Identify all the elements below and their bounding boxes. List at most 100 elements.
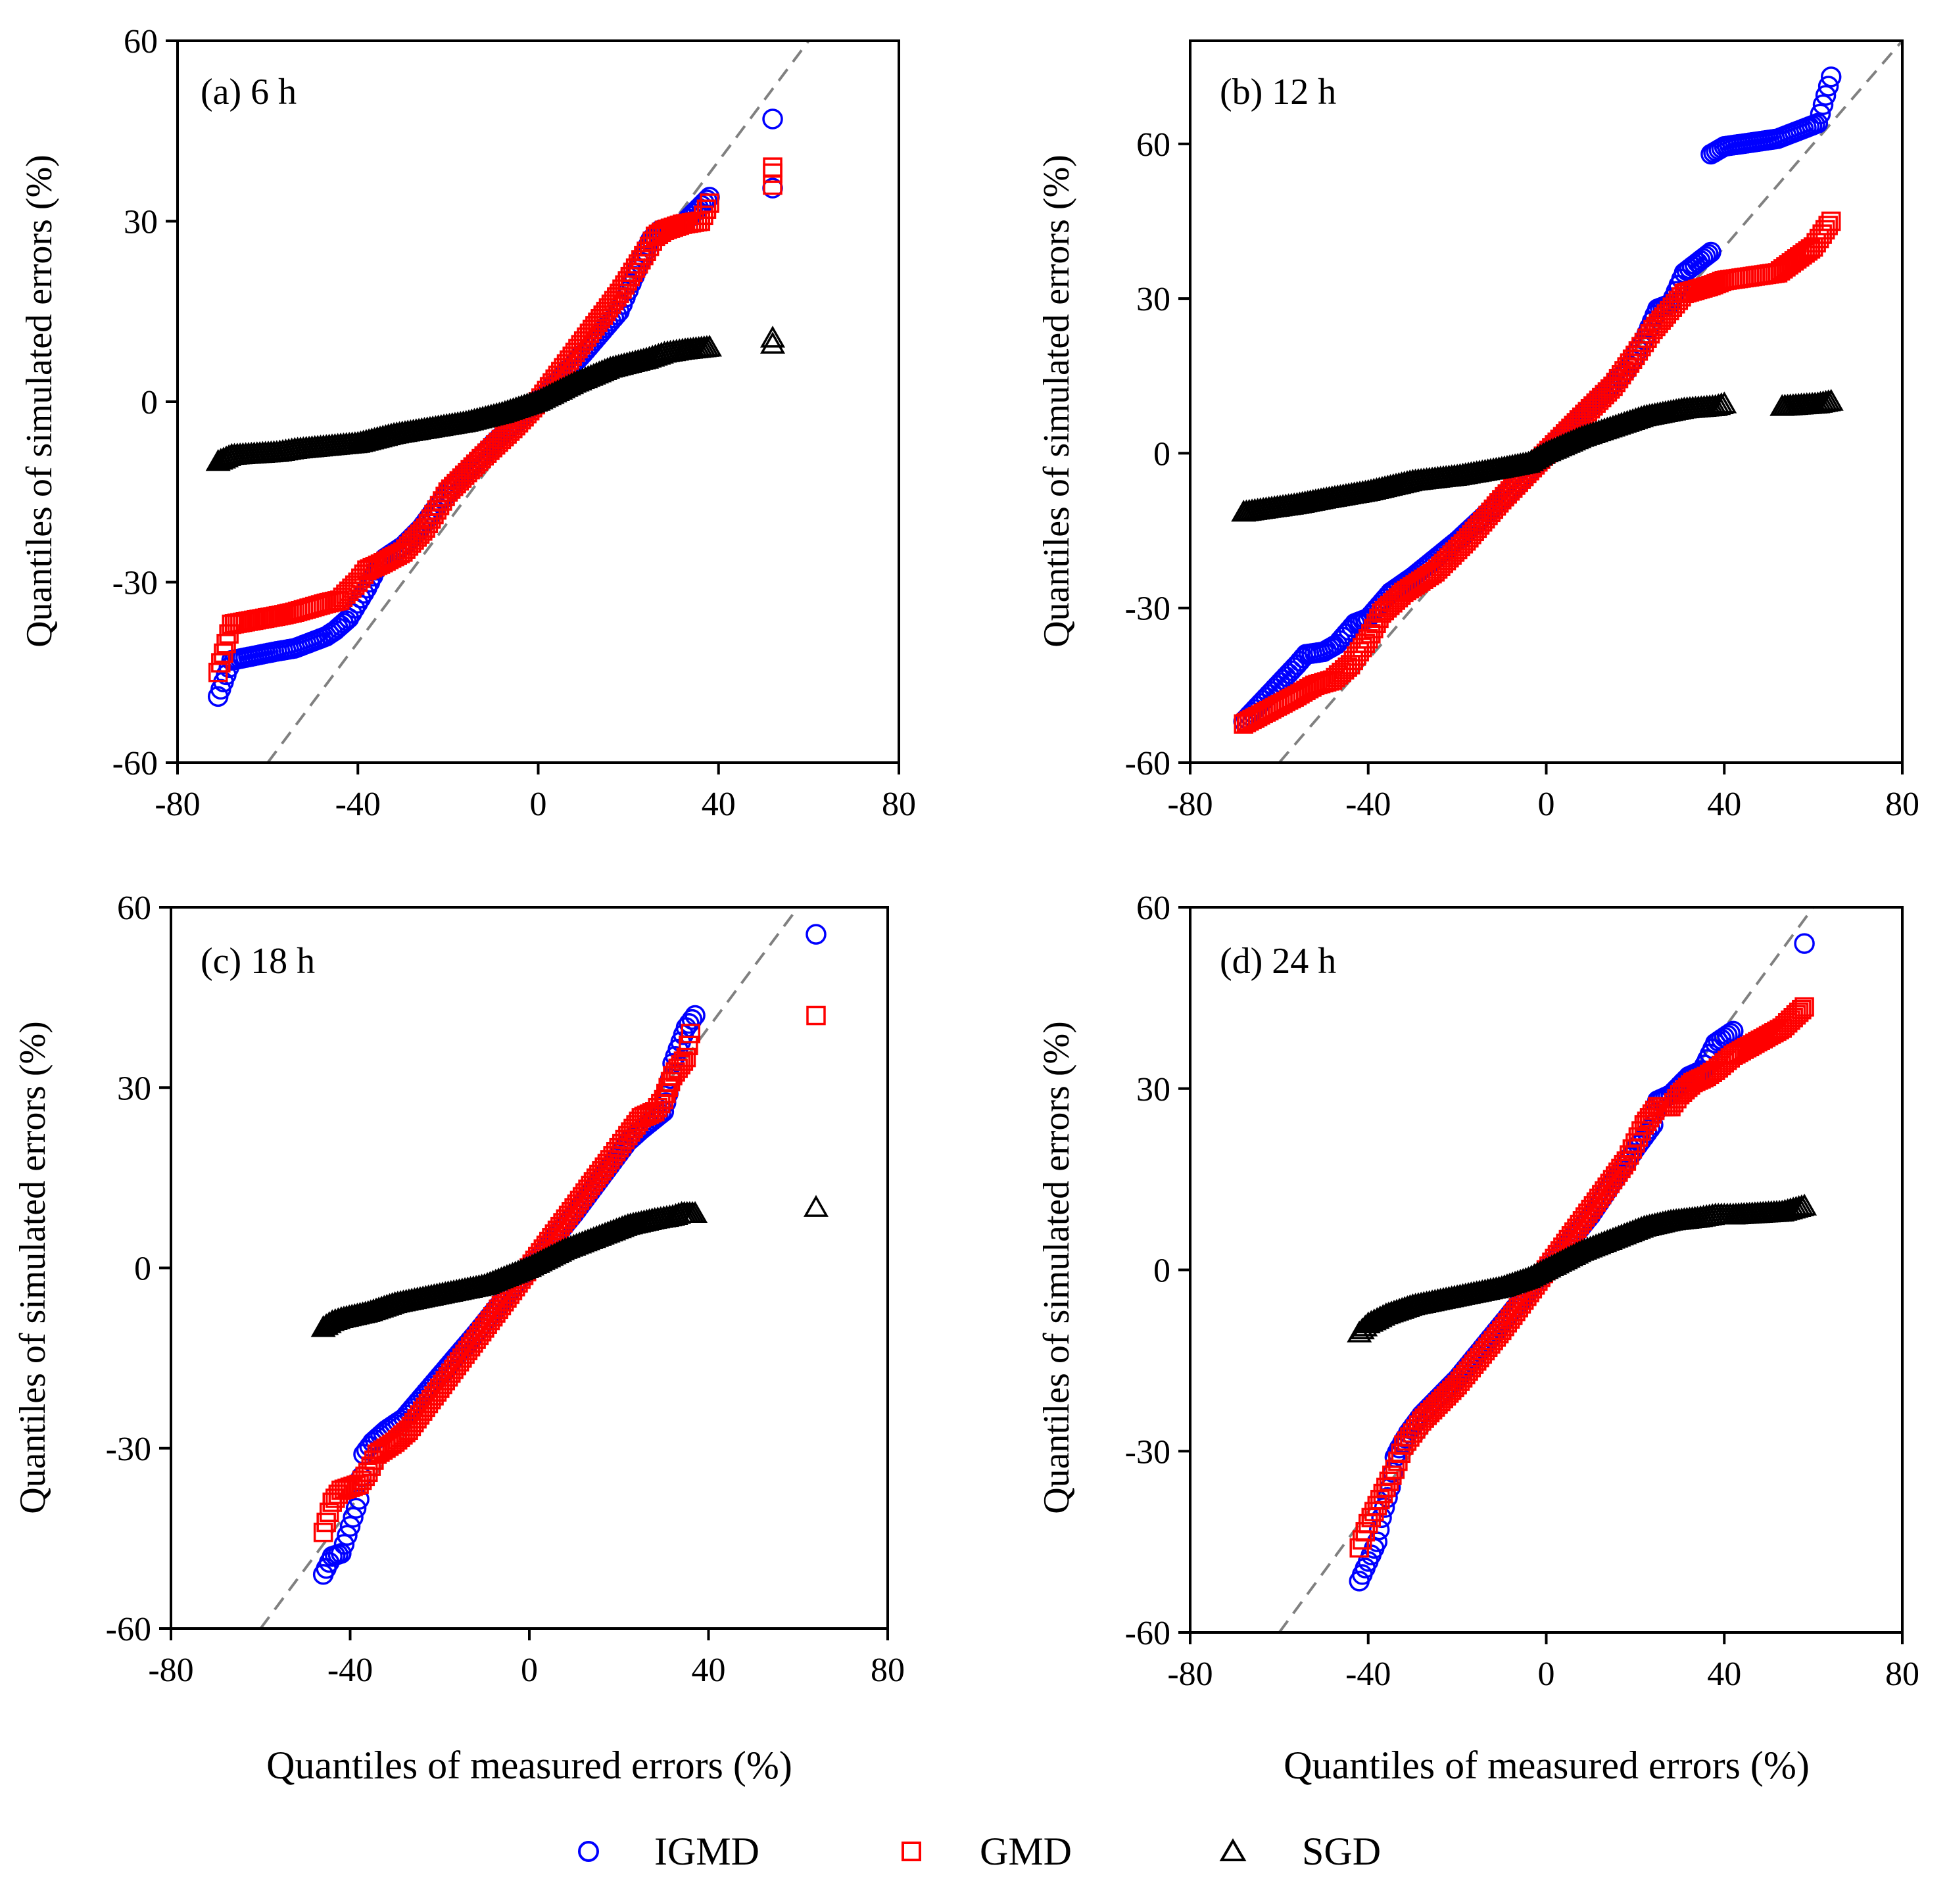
x-tick-label-b: 80 [1885,786,1919,823]
point-igmd-d [1720,1022,1741,1044]
y-tick-label-d: 60 [1136,890,1170,927]
panel-a-ylabel: Quantiles of simulated errors (%) [19,155,60,648]
point-sgd-c [683,1201,708,1223]
point-gmd-b [1818,216,1838,235]
y-tick-label-c: 60 [117,890,151,927]
x-tick-label-d: 40 [1707,1655,1741,1693]
y-tick-label-b: -60 [1125,745,1170,782]
x-tick-label-d: -40 [1345,1655,1391,1693]
point-igmd-c [331,1542,352,1564]
point-igmd-b [1700,241,1721,263]
x-tick-label-d: -80 [1167,1655,1213,1693]
y-tick-label-c: -60 [106,1611,151,1648]
legend-marker-sgd [1219,1838,1247,1861]
legend-marker-gmd [902,1842,921,1861]
panel-b-title: (b) 12 h [1220,72,1336,112]
x-tick-label-b: -40 [1345,786,1391,823]
legend-label-gmd: GMD [980,1830,1072,1873]
point-sgd-c [803,1195,829,1217]
panel-d-title: (d) 24 h [1220,941,1336,982]
point-igmd-c [681,1009,703,1030]
point-sgd-d [1792,1193,1817,1216]
x-tick-label-a: 40 [702,786,736,823]
point-gmd-a [696,199,717,219]
point-gmd-a [694,205,713,226]
legend-label-igmd: IGMD [654,1830,759,1873]
panel-d: (d) 24 h Quantiles of simulated errors (… [1036,890,1919,1787]
point-igmd-d [1723,1020,1744,1042]
point-igmd-c [337,1525,358,1546]
y-tick-label-a: 0 [141,384,158,421]
legend-item-igmd: IGMD [578,1830,759,1873]
x-tick-label-c: -80 [148,1652,193,1689]
y-tick-label-a: -60 [112,745,158,782]
point-gmd-c [671,1055,691,1075]
point-igmd-b [1815,85,1837,106]
point-gmd-a [763,157,782,177]
point-gmd-a [700,193,719,213]
y-tick-label-b: -30 [1125,590,1170,628]
x-tick-label-b: 0 [1538,786,1555,823]
panel-a-title: (a) 6 h [201,72,297,112]
x-tick-label-a: -40 [335,786,381,823]
point-gmd-c [676,1047,696,1068]
point-igmd-c [339,1515,361,1537]
x-tick-label-c: 40 [692,1652,726,1689]
panel-b: (b) 12 h Quantiles of simulated errors (… [1036,39,1919,823]
y-tick-label-d: 30 [1136,1071,1170,1108]
point-gmd-b [1821,211,1841,231]
panel-c-xlabel: Quantiles of measured errors (%) [266,1744,792,1787]
x-tick-label-c: 80 [871,1652,905,1689]
point-igmd-b [1698,243,1719,265]
point-gmd-c [313,1522,333,1542]
x-tick-label-c: -40 [327,1652,373,1689]
point-igmd-d [1794,933,1815,954]
legend-label-sgd: SGD [1302,1830,1381,1873]
panel-b-ylabel: Quantiles of simulated errors (%) [1036,155,1077,648]
panel-c-title: (c) 18 h [201,941,315,982]
panel-c: (c) 18 h Quantiles of simulated errors (… [12,890,905,1787]
point-igmd-c [345,1498,367,1519]
point-gmd-d [1382,1465,1402,1485]
x-tick-label-d: 0 [1538,1655,1555,1693]
x-tick-label-a: 80 [882,786,916,823]
point-sgd-a [760,331,786,354]
panel-c-ylabel: Quantiles of simulated errors (%) [12,1021,53,1514]
point-gmd-c [679,1035,698,1056]
x-tick-label-c: 0 [521,1652,538,1689]
point-igmd-c [806,924,827,945]
y-tick-label-d: -60 [1125,1615,1170,1652]
point-gmd-c [673,1051,694,1071]
point-igmd-a [762,108,783,130]
y-tick-label-a: 60 [124,23,158,60]
legend: IGMD GMD SGD [578,1830,1381,1873]
point-igmd-c [343,1507,364,1528]
point-igmd-b [1810,103,1831,125]
y-tick-label-a: 30 [124,204,158,241]
y-tick-label-b: 60 [1136,126,1170,164]
y-tick-label-d: -30 [1125,1433,1170,1471]
y-tick-label-a: -30 [112,565,158,602]
point-igmd-b [1812,94,1834,116]
point-gmd-d [1792,999,1812,1020]
point-gmd-d [1379,1471,1399,1491]
y-tick-label-d: 0 [1153,1252,1170,1290]
x-tick-label-b: 40 [1707,786,1741,823]
x-tick-label-a: -80 [155,786,200,823]
y-tick-label-c: 0 [134,1250,151,1288]
point-sgd-a [697,335,723,357]
x-tick-label-d: 80 [1885,1655,1919,1693]
point-sgd-b [1818,389,1844,411]
panel-d-xlabel: Quantiles of measured errors (%) [1284,1744,1810,1787]
point-igmd-b [1817,76,1839,97]
point-gmd-c [316,1512,336,1533]
legend-item-sgd: SGD [1219,1830,1381,1873]
point-gmd-c [658,1078,678,1097]
panel-a: (a) 6 h Quantiles of simulated errors (%… [19,23,916,823]
panel-d-ylabel: Quantiles of simulated errors (%) [1036,1021,1077,1514]
point-gmd-c [806,1005,826,1026]
y-tick-label-b: 0 [1153,435,1170,473]
point-gmd-d [1794,997,1814,1017]
legend-item-gmd: GMD [902,1830,1072,1873]
